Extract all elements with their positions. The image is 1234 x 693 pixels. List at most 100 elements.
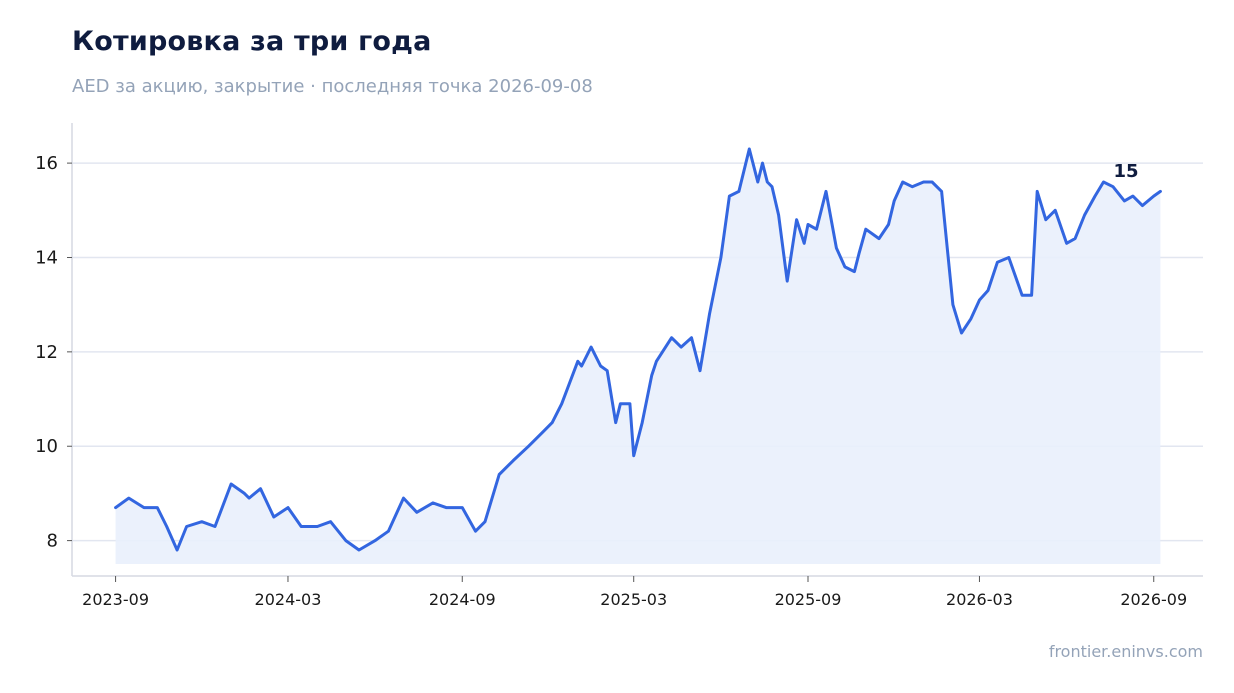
x-tick-label: 2025-03: [600, 590, 667, 609]
data-point: [551, 421, 554, 424]
chart-title: Котировка за три года: [72, 26, 432, 57]
data-point: [795, 218, 798, 221]
data-point: [316, 525, 319, 528]
price-area-fill: [115, 149, 1161, 564]
data-point: [1083, 213, 1086, 217]
data-point: [698, 369, 702, 372]
data-point: [474, 530, 477, 533]
data-point: [858, 251, 861, 254]
data-point: [737, 190, 741, 193]
price-line-layer: [114, 147, 1162, 552]
data-point: [756, 180, 759, 184]
data-point: [606, 369, 609, 372]
data-point: [156, 506, 159, 509]
data-point: [229, 482, 233, 486]
data-point: [259, 487, 262, 490]
data-point: [1111, 185, 1115, 188]
data-point: [344, 539, 347, 542]
data-point: [483, 520, 487, 523]
data-point: [272, 515, 275, 519]
data-point: [824, 190, 828, 193]
data-point: [512, 459, 515, 462]
data-point: [922, 180, 925, 184]
data-point: [1159, 190, 1162, 193]
data-point: [940, 190, 943, 193]
data-point: [641, 421, 644, 424]
data-point: [1020, 294, 1024, 297]
data-point: [580, 364, 583, 368]
data-point: [560, 402, 563, 405]
data-point: [835, 246, 838, 250]
data-point: [114, 506, 117, 509]
data-point: [300, 525, 303, 528]
data-point: [373, 539, 377, 542]
data-point: [728, 194, 731, 198]
data-point: [247, 496, 251, 500]
data-point: [1044, 218, 1048, 221]
data-point: [1152, 194, 1155, 198]
data-point: [815, 228, 818, 231]
data-point: [1065, 242, 1068, 245]
data-point: [877, 237, 881, 240]
data-point: [864, 228, 867, 231]
data-point: [1054, 209, 1057, 212]
data-point: [803, 242, 806, 245]
axes: [71, 123, 1203, 577]
data-point: [996, 261, 999, 264]
data-point: [589, 345, 593, 349]
data-point: [748, 147, 751, 151]
data-point: [614, 421, 617, 424]
data-point: [1131, 194, 1135, 198]
chart-subtitle: AED за акцию, закрытие · последняя точка…: [72, 76, 593, 97]
data-point: [901, 180, 904, 184]
data-point: [761, 161, 764, 165]
data-point: [175, 548, 179, 552]
data-point: [200, 520, 203, 523]
source-credit: frontier.eninvs.com: [1048, 642, 1203, 661]
data-point: [286, 506, 290, 509]
data-point: [1030, 294, 1033, 297]
data-point: [498, 473, 501, 476]
data-point: [329, 520, 332, 523]
data-point: [527, 445, 530, 448]
y-axis-ticks: 8 10 12 14 16: [35, 153, 72, 552]
data-point: [1007, 256, 1010, 259]
data-point: [415, 511, 418, 514]
data-point: [576, 360, 579, 363]
x-tick-label: 2024-03: [255, 590, 322, 609]
y-tick-label: 10: [35, 436, 58, 457]
end-label-layer: 15: [1113, 161, 1138, 182]
data-point: [766, 180, 769, 184]
data-point: [445, 506, 448, 509]
data-point: [619, 402, 622, 405]
data-point: [127, 496, 130, 500]
data-point: [165, 525, 168, 528]
y-tick-label: 14: [35, 247, 58, 268]
data-point: [1036, 190, 1039, 193]
data-point: [243, 492, 246, 495]
data-point: [402, 496, 405, 500]
data-point: [806, 223, 810, 226]
data-point: [387, 530, 390, 533]
data-point: [719, 256, 723, 259]
data-point: [461, 506, 464, 509]
data-point: [1123, 199, 1126, 203]
data-point: [853, 270, 856, 273]
data-point: [843, 265, 847, 269]
data-point: [978, 298, 981, 302]
data-point: [185, 525, 188, 528]
data-point: [1093, 194, 1097, 198]
y-tick-label: 8: [47, 531, 58, 552]
data-point: [911, 185, 914, 188]
data-point: [357, 548, 361, 552]
x-tick-label: 2026-03: [946, 590, 1013, 609]
data-point: [679, 345, 683, 349]
data-point: [1073, 237, 1077, 240]
data-point: [655, 360, 658, 363]
data-point: [1141, 204, 1144, 207]
data-point: [930, 180, 934, 184]
data-point: [650, 374, 653, 377]
data-point: [541, 430, 544, 434]
area-fill-layer: [115, 149, 1161, 564]
